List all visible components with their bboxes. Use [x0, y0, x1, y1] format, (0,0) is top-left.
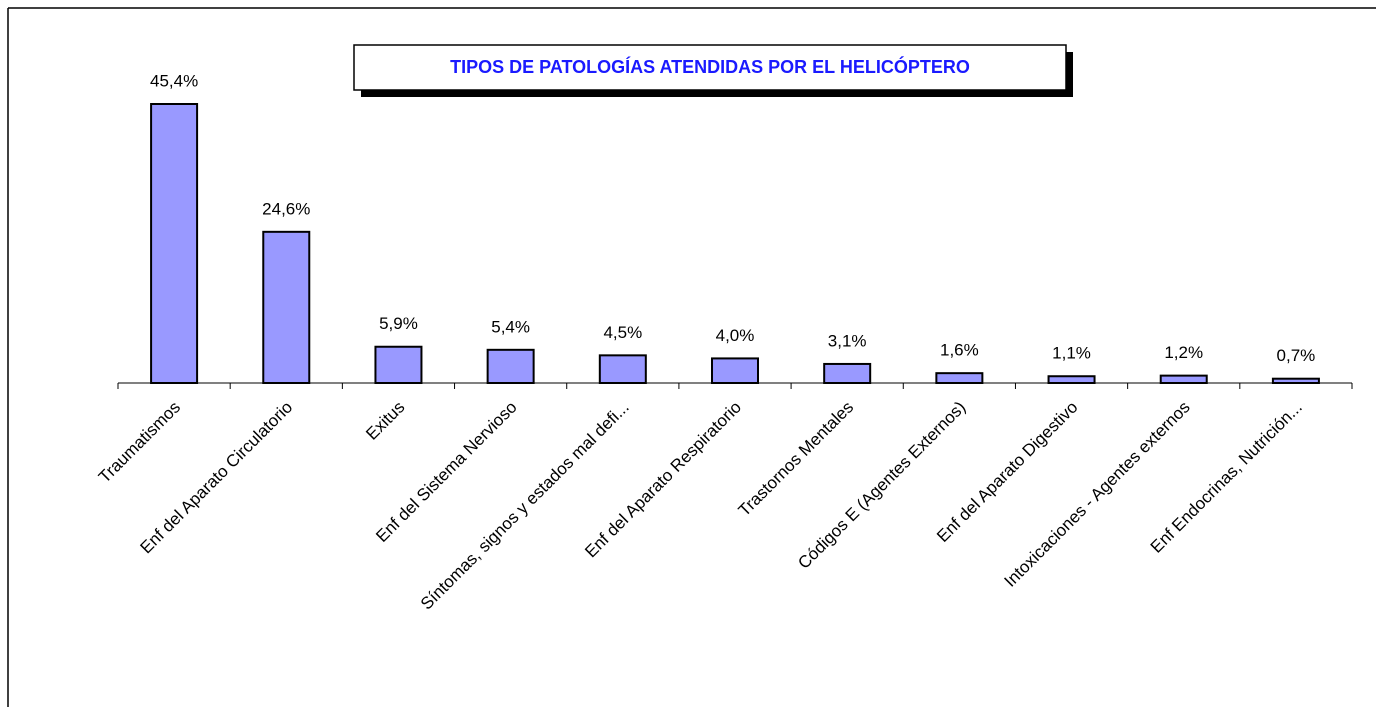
value-label: 4,5% — [603, 323, 642, 342]
value-label: 5,4% — [491, 317, 530, 336]
title-box — [353, 44, 1067, 91]
value-label: 45,4% — [150, 71, 198, 90]
bar — [935, 372, 984, 384]
x-tick-label: Síntomas, signos y estados mal defi... — [417, 398, 633, 614]
value-label: 3,1% — [828, 331, 867, 350]
bar — [598, 354, 647, 385]
bar — [711, 357, 759, 384]
x-tick-label: Intoxicaciones - Agentes externos — [1001, 398, 1194, 591]
bar — [486, 348, 535, 384]
value-label: 0,7% — [1277, 346, 1316, 365]
value-label: 1,1% — [1052, 344, 1091, 363]
bar — [1047, 375, 1096, 384]
bar — [262, 230, 311, 384]
bar — [374, 345, 423, 384]
x-tick-label: Traumatismos — [95, 398, 184, 487]
x-tick-label: Exitus — [362, 398, 408, 444]
bar — [1271, 377, 1320, 385]
value-label: 4,0% — [716, 326, 755, 345]
bar — [823, 362, 872, 385]
chart-title: TIPOS DE PATOLOGÍAS ATENDIDAS POR EL HEL… — [450, 56, 970, 77]
value-label: 1,2% — [1164, 343, 1203, 362]
x-tick-label: Trastornos Mentales — [735, 398, 858, 521]
value-label: 5,9% — [379, 314, 418, 333]
value-label: 1,6% — [940, 341, 979, 360]
bar — [1159, 374, 1208, 384]
value-label: 24,6% — [262, 199, 310, 218]
bar — [150, 103, 199, 384]
